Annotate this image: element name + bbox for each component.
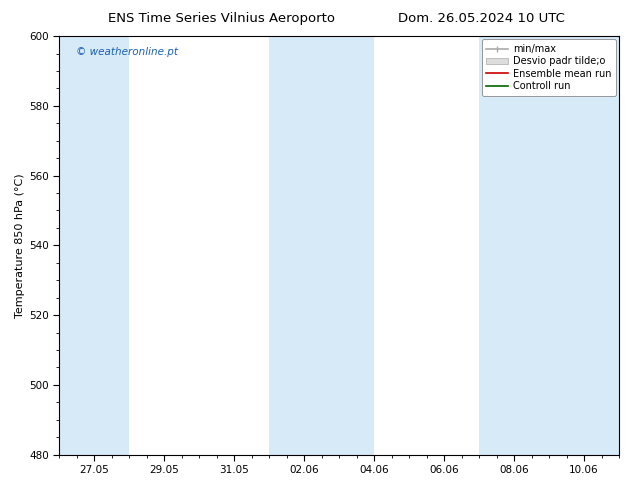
Bar — [60, 36, 129, 455]
Text: © weatheronline.pt: © weatheronline.pt — [76, 47, 178, 57]
Text: ENS Time Series Vilnius Aeroporto: ENS Time Series Vilnius Aeroporto — [108, 12, 335, 25]
Bar — [269, 36, 374, 455]
Bar — [479, 36, 619, 455]
Text: Dom. 26.05.2024 10 UTC: Dom. 26.05.2024 10 UTC — [398, 12, 566, 25]
Legend: min/max, Desvio padr tilde;o, Ensemble mean run, Controll run: min/max, Desvio padr tilde;o, Ensemble m… — [482, 39, 616, 96]
Y-axis label: Temperature 850 hPa (°C): Temperature 850 hPa (°C) — [15, 173, 25, 318]
